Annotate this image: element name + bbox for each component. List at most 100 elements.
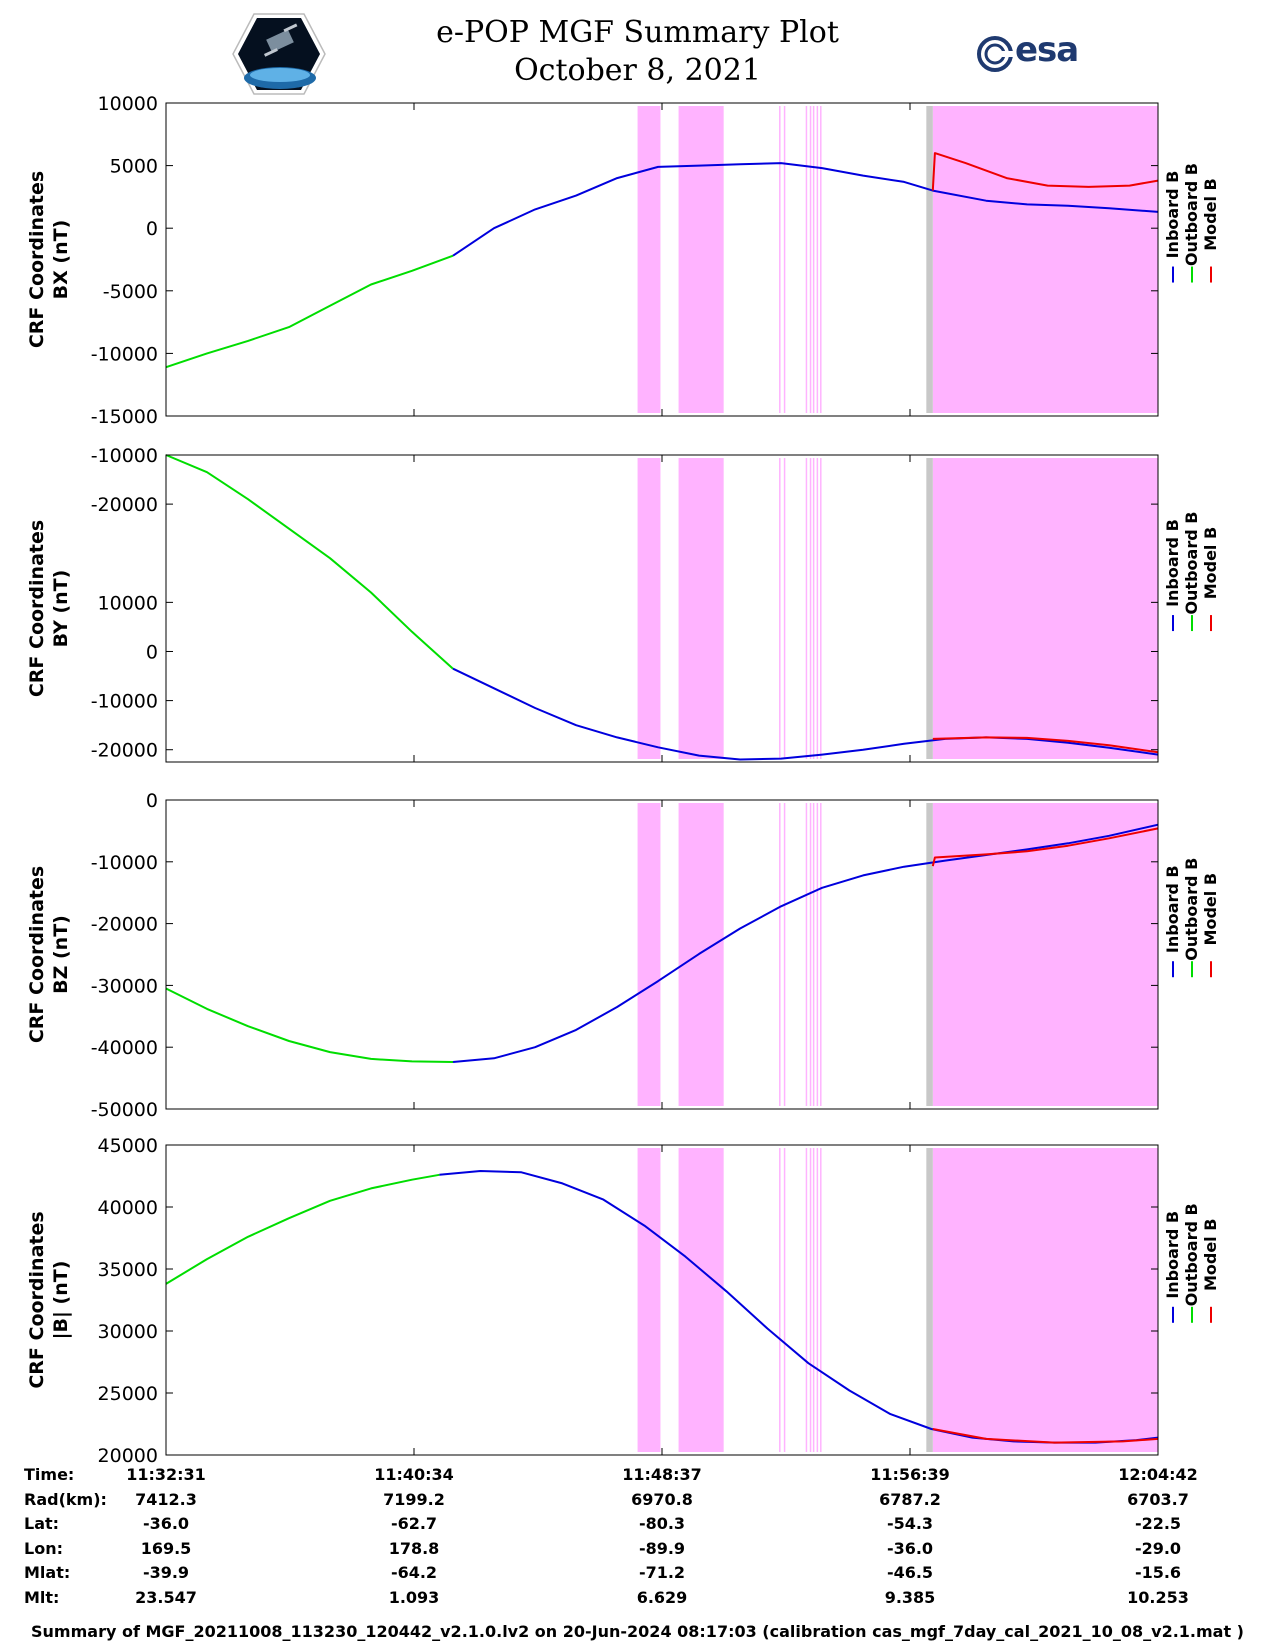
y-axis-label-line-1: CRF Coordinates bbox=[26, 171, 48, 348]
info-row-value: 169.5 bbox=[140, 1538, 192, 1558]
info-row-value: -71.2 bbox=[638, 1563, 686, 1582]
shaded-interval-9 bbox=[820, 458, 822, 759]
shaded-interval-2 bbox=[678, 106, 724, 413]
y-axis-label-line-1: CRF Coordinates bbox=[26, 1211, 48, 1388]
info-row-value: 11:40:34 bbox=[374, 1465, 454, 1484]
plot-title-block: e-POP MGF Summary Plot October 8, 2021 bbox=[0, 14, 1275, 90]
legend-entry-inboard: Inboard B bbox=[1163, 1211, 1182, 1299]
grey-interval-1 bbox=[926, 458, 933, 759]
y-axis-label-line-2: BX (nT) bbox=[50, 220, 72, 300]
y-tick-label: 10000 bbox=[98, 592, 158, 614]
series-line-outboard bbox=[165, 454, 454, 670]
magnetic-field-plots: 10000 5000 0 -5000 -10000 -15000 CRF Coordinat… bbox=[26, 93, 1220, 1465]
y-tick-label: 45000 bbox=[98, 1135, 158, 1157]
info-row-label: Mlt: bbox=[24, 1587, 60, 1607]
y-tick-label: 20000 bbox=[98, 1445, 158, 1465]
shaded-interval-3 bbox=[779, 1148, 781, 1452]
plot-title: e-POP MGF Summary Plot bbox=[436, 15, 839, 50]
panel-2: -10000 -20000 10000 0 -10000 -20000 CRF Coordi… bbox=[26, 445, 1220, 763]
shaded-interval-1 bbox=[637, 1148, 661, 1452]
y-tick-label: 40000 bbox=[98, 1197, 158, 1219]
info-row-label: Lat: bbox=[24, 1514, 60, 1533]
legend-entry-outboard: Outboard B bbox=[1182, 858, 1201, 961]
info-row-value: 11:32:31 bbox=[126, 1465, 206, 1484]
y-tick-label: -20000 bbox=[91, 914, 158, 936]
shaded-interval-4 bbox=[783, 803, 786, 1106]
legend-entry-model: Model B bbox=[1201, 1219, 1220, 1291]
grey-interval-1 bbox=[926, 106, 933, 413]
y-tick-label: -40000 bbox=[91, 1037, 158, 1059]
info-row-value: 9.385 bbox=[884, 1587, 936, 1607]
shaded-interval-10 bbox=[932, 458, 1159, 759]
y-tick-label: -30000 bbox=[91, 975, 158, 997]
info-row-value: -54.3 bbox=[886, 1514, 934, 1533]
y-tick-label: -10000 bbox=[91, 445, 158, 467]
series-line-model bbox=[931, 152, 1159, 191]
legend-entry-model: Model B bbox=[1201, 873, 1220, 945]
series-line-inboard bbox=[452, 667, 1159, 761]
shaded-interval-7 bbox=[812, 106, 815, 413]
y-axis-label-line-2: BZ (nT) bbox=[50, 915, 72, 994]
y-tick-label: 35000 bbox=[98, 1259, 158, 1281]
shaded-interval-6 bbox=[809, 803, 812, 1106]
y-tick-label: 30000 bbox=[98, 1321, 158, 1343]
shaded-interval-5 bbox=[805, 458, 808, 759]
info-row-value: -29.0 bbox=[1134, 1538, 1182, 1558]
shaded-interval-10 bbox=[932, 1148, 1159, 1452]
y-tick-label: 0 bbox=[146, 790, 158, 812]
shaded-interval-6 bbox=[809, 458, 812, 759]
info-row-value: -64.2 bbox=[390, 1563, 438, 1582]
summary-footer: Summary of MGF_20211008_113230_120442_v2… bbox=[31, 1622, 1244, 1641]
shaded-interval-9 bbox=[820, 1148, 822, 1452]
cassiope-satellite-logo-icon bbox=[232, 13, 326, 95]
legend-entry-inboard: Inboard B bbox=[1163, 519, 1182, 607]
panel-1: 10000 5000 0 -5000 -10000 -15000 CRF Coordinat… bbox=[26, 93, 1220, 428]
shaded-interval-2 bbox=[678, 803, 724, 1106]
shaded-interval-3 bbox=[779, 458, 781, 759]
y-tick-label: -5000 bbox=[103, 281, 158, 303]
info-row-value: -80.3 bbox=[638, 1514, 686, 1533]
shaded-interval-7 bbox=[812, 458, 815, 759]
info-row-value: 7199.2 bbox=[383, 1489, 445, 1509]
series-line-outboard bbox=[165, 1173, 440, 1285]
y-tick-label: -20000 bbox=[91, 740, 158, 762]
info-row-value: -22.5 bbox=[1134, 1514, 1182, 1533]
info-row-value: 11:48:37 bbox=[622, 1465, 702, 1484]
y-tick-label: -10000 bbox=[91, 852, 158, 874]
series-line-model bbox=[932, 1428, 1159, 1444]
info-row-value: -62.7 bbox=[390, 1514, 438, 1533]
y-tick-label: -50000 bbox=[91, 1099, 158, 1121]
orbit-info-table: Time: 11:32:31 11:40:34 11:48:37 11:56:39 12:… bbox=[0, 1465, 1275, 1615]
shaded-interval-6 bbox=[809, 1148, 812, 1452]
shaded-interval-3 bbox=[779, 106, 781, 413]
shaded-interval-5 bbox=[805, 106, 808, 413]
shaded-interval-8 bbox=[816, 803, 819, 1106]
legend-entry-inboard: Inboard B bbox=[1163, 865, 1182, 953]
shaded-interval-10 bbox=[932, 803, 1159, 1106]
info-row-value: 7412.3 bbox=[135, 1489, 197, 1509]
info-row-value: 23.547 bbox=[135, 1587, 197, 1607]
info-row-value: -15.6 bbox=[1134, 1563, 1182, 1582]
y-tick-label: 10000 bbox=[98, 93, 158, 115]
shaded-interval-9 bbox=[820, 803, 822, 1106]
shaded-interval-1 bbox=[637, 458, 661, 759]
plot-date: October 8, 2021 bbox=[514, 53, 761, 88]
y-tick-label: 0 bbox=[146, 218, 158, 240]
grey-interval-1 bbox=[926, 803, 933, 1106]
y-tick-label: 25000 bbox=[98, 1383, 158, 1405]
esa-logo-text: esa bbox=[1015, 30, 1079, 70]
shaded-interval-4 bbox=[783, 458, 786, 759]
info-row-value: 6.629 bbox=[636, 1587, 688, 1607]
y-tick-label: 5000 bbox=[110, 156, 158, 178]
grey-interval-1 bbox=[926, 1148, 933, 1452]
shaded-interval-7 bbox=[812, 803, 815, 1106]
legend-entry-outboard: Outboard B bbox=[1182, 1203, 1201, 1306]
legend-entry-model: Model B bbox=[1201, 178, 1220, 250]
shaded-interval-4 bbox=[783, 1148, 786, 1452]
info-row-value: -36.0 bbox=[142, 1514, 190, 1533]
info-row-value: 6787.2 bbox=[879, 1489, 941, 1509]
y-axis-label-line-1: CRF Coordinates bbox=[26, 866, 48, 1043]
shaded-interval-1 bbox=[637, 803, 661, 1106]
info-row-label: Lon: bbox=[24, 1538, 63, 1558]
y-tick-label: -15000 bbox=[91, 406, 158, 428]
